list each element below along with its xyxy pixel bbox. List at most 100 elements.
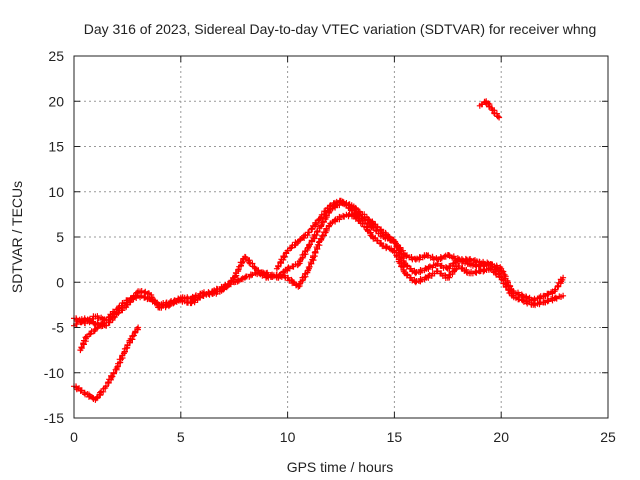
data-point (532, 303, 535, 306)
series-main-band-b (71, 211, 567, 329)
data-point (350, 213, 353, 216)
data-point (243, 276, 246, 279)
data-point (491, 109, 494, 112)
data-point (179, 296, 182, 299)
data-point (115, 313, 118, 315)
data-point (562, 276, 565, 279)
data-point (265, 276, 268, 279)
x-tick-label: 20 (493, 429, 509, 445)
y-tick-label: 25 (48, 48, 64, 64)
data-point (169, 303, 172, 306)
data-point (126, 344, 129, 347)
data-point (201, 292, 204, 295)
data-point (393, 240, 396, 243)
data-point (404, 272, 406, 275)
y-tick-label: -15 (44, 410, 64, 426)
data-point (211, 293, 214, 295)
data-point (553, 290, 556, 293)
data-point (489, 263, 492, 266)
data-point (286, 276, 289, 279)
data-point (478, 104, 481, 107)
data-point (457, 258, 460, 261)
data-point (562, 294, 565, 297)
data-point (297, 285, 300, 288)
data-point (94, 399, 97, 401)
data-point (126, 303, 129, 306)
data-point (500, 267, 503, 270)
data-point (340, 199, 342, 202)
data-point (340, 216, 342, 218)
data-point (457, 265, 460, 267)
data-point (286, 267, 289, 270)
data-point (105, 319, 107, 322)
data-point (233, 276, 236, 279)
x-tick-label: 10 (280, 429, 296, 445)
data-point (404, 263, 406, 266)
data-point (286, 249, 289, 252)
data-point (446, 254, 449, 256)
data-points (71, 98, 567, 403)
data-point (436, 263, 439, 266)
x-tick-label: 0 (70, 429, 78, 445)
x-tick-label: 15 (387, 429, 403, 445)
data-point (485, 100, 488, 103)
data-point (115, 367, 118, 370)
y-tick-label: 0 (56, 274, 64, 290)
data-point (103, 322, 105, 324)
data-point (222, 288, 225, 291)
data-point (425, 276, 428, 279)
data-point (543, 301, 545, 304)
data-point (478, 261, 481, 264)
data-point (94, 315, 97, 318)
data-point (318, 240, 321, 243)
data-point (137, 326, 139, 329)
data-point (94, 322, 97, 325)
data-point (190, 302, 193, 304)
data-point (436, 258, 439, 261)
data-point (489, 267, 492, 270)
data-point (500, 276, 503, 279)
data-point (468, 263, 471, 266)
y-axis-ticks: -15 -10 -5 0 5 10 15 20 25 (44, 48, 608, 426)
data-point (308, 231, 310, 234)
data-point (553, 297, 556, 300)
data-point (83, 391, 86, 394)
data-point (308, 267, 310, 270)
y-tick-label: -10 (44, 365, 64, 381)
data-point (190, 297, 193, 300)
data-point (105, 385, 107, 388)
data-point (372, 222, 374, 225)
data-point (404, 254, 406, 256)
data-point (329, 222, 332, 225)
data-point (94, 328, 97, 331)
x-tick-label: 5 (177, 429, 185, 445)
data-point (414, 272, 417, 275)
data-point (115, 308, 118, 311)
data-point (478, 270, 481, 273)
data-point (532, 299, 535, 302)
data-point (510, 294, 513, 297)
data-point (468, 258, 471, 261)
data-point (425, 267, 428, 270)
grid-lines (74, 56, 608, 418)
data-point (105, 324, 107, 327)
data-point (414, 258, 417, 261)
series-upper-branch (273, 197, 505, 277)
series-low-branch (71, 324, 142, 403)
x-axis-ticks: 0 5 10 15 20 25 (70, 56, 616, 445)
marker-trace (71, 324, 142, 403)
data-point (276, 274, 278, 276)
data-point (521, 299, 524, 302)
data-point (543, 294, 545, 297)
data-point (372, 236, 374, 238)
data-point (500, 272, 503, 275)
y-tick-label: 15 (48, 139, 64, 155)
data-point (147, 292, 150, 295)
data-point (329, 204, 332, 207)
data-point (436, 270, 439, 273)
data-point (350, 208, 353, 211)
data-point (414, 281, 417, 284)
data-point (372, 227, 374, 229)
